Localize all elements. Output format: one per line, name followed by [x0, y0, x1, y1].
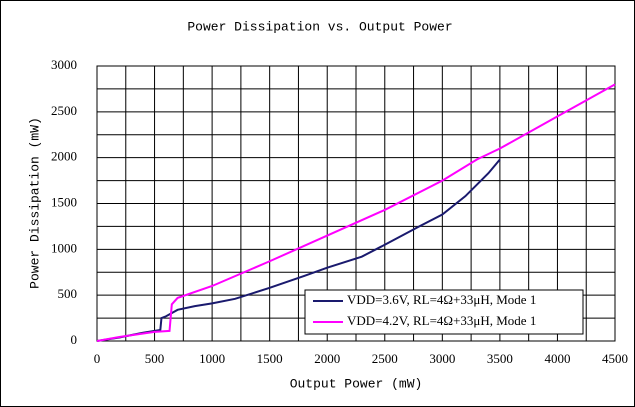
x-tick-label: 2500	[372, 351, 398, 366]
y-tick-label: 3000	[51, 57, 77, 72]
y-tick-label: 2500	[51, 103, 77, 118]
legend-label: VDD=4.2V, RL=4Ω+33μH, Mode 1	[347, 313, 536, 328]
series-line	[96, 83, 616, 342]
legend-label: VDD=3.6V, RL=4Ω+33μH, Mode 1	[347, 292, 536, 307]
y-tick-label: 1000	[51, 240, 77, 255]
legend-box	[304, 289, 584, 335]
x-tick-label: 2000	[314, 351, 340, 366]
x-tick-label: 1500	[257, 351, 283, 366]
y-tick-label: 1500	[51, 194, 77, 209]
x-tick-label: 1000	[199, 351, 225, 366]
x-tick-label: 4000	[544, 351, 570, 366]
series-line	[96, 158, 501, 342]
y-axis-label: Power Dissipation (mW)	[27, 117, 42, 289]
x-tick-label: 0	[94, 351, 101, 366]
x-tick-label: 500	[145, 351, 165, 366]
y-tick-label: 500	[58, 286, 78, 301]
x-tick-label: 3500	[487, 351, 513, 366]
plot-border	[96, 65, 616, 342]
x-tick-label: 3000	[429, 351, 455, 366]
x-axis-label: Output Power (mW)	[290, 376, 423, 391]
chart-title: Power Dissipation vs. Output Power	[187, 19, 452, 34]
y-tick-label: 2000	[51, 149, 77, 164]
y-tick-label: 0	[71, 332, 78, 347]
x-tick-label: 4500	[602, 351, 628, 366]
